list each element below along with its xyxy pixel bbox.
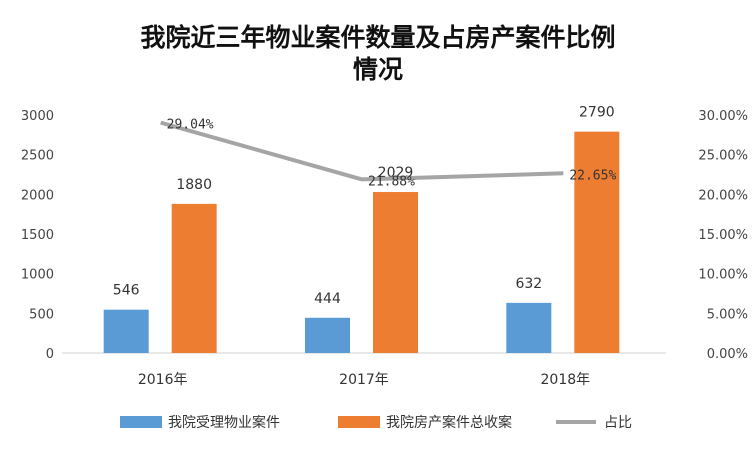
x-tick-label: 2016年: [138, 372, 188, 388]
ratio-data-label: 21.88%: [368, 174, 415, 189]
ratio-data-label: 29.04%: [167, 118, 214, 133]
right-tick-label: 5.00%: [707, 307, 748, 322]
bar-data-label: 632: [515, 276, 542, 292]
left-tick-label: 2000: [21, 188, 54, 203]
bar-property-cases: [506, 302, 552, 353]
legend-label: 我院房产案件总收案: [386, 414, 512, 431]
legend-label: 我院受理物业案件: [168, 414, 280, 431]
bar-property-cases: [103, 309, 149, 353]
x-axis: 2016年 2017年 2018年: [138, 372, 590, 388]
ratio-data-label: 22.65%: [569, 168, 616, 183]
right-tick-label: 25.00%: [698, 149, 748, 164]
bar-data-label: 2790: [579, 105, 615, 121]
x-tick-label: 2017年: [339, 372, 389, 388]
ratio-series: 29.04% 21.88% 22.65%: [160, 118, 616, 189]
bar-total-cases: [373, 192, 418, 353]
legend: 我院受理物业案件 我院房产案件总收案 占比: [120, 414, 632, 431]
bar-data-label: 546: [113, 283, 140, 299]
bar-total-cases: [171, 203, 217, 353]
right-tick-label: 20.00%: [698, 188, 748, 203]
left-tick-label: 500: [29, 307, 54, 322]
bars: [103, 131, 620, 353]
x-tick-label: 2018年: [541, 372, 591, 388]
right-tick-label: 10.00%: [698, 268, 748, 283]
bar-property-cases: [305, 317, 350, 353]
legend-swatch: [120, 416, 162, 428]
legend-swatch: [338, 416, 380, 428]
legend-label: 占比: [604, 415, 632, 431]
chart-title-line-1: 我院近三年物业案件数量及占房产案件比例: [140, 23, 615, 52]
left-tick-label: 2500: [21, 149, 54, 164]
bar-data-label: 1880: [176, 177, 212, 193]
chart-title-line-2: 情况: [353, 55, 403, 84]
left-tick-label: 0: [46, 347, 54, 362]
right-tick-label: 0.00%: [707, 347, 748, 362]
left-axis: 0 500 1000 1500 2000 2500 3000: [21, 109, 54, 362]
ratio-line: [160, 120, 564, 182]
bar-total-cases: [574, 131, 620, 353]
bar-data-label: 444: [314, 291, 341, 307]
right-tick-label: 30.00%: [698, 109, 748, 124]
right-axis: 0.00% 5.00% 10.00% 15.00% 20.00% 25.00% 30.00%: [698, 109, 748, 362]
left-tick-label: 1500: [21, 228, 54, 243]
right-tick-label: 15.00%: [698, 228, 748, 243]
left-tick-label: 1000: [21, 268, 54, 283]
left-tick-label: 3000: [21, 109, 54, 124]
